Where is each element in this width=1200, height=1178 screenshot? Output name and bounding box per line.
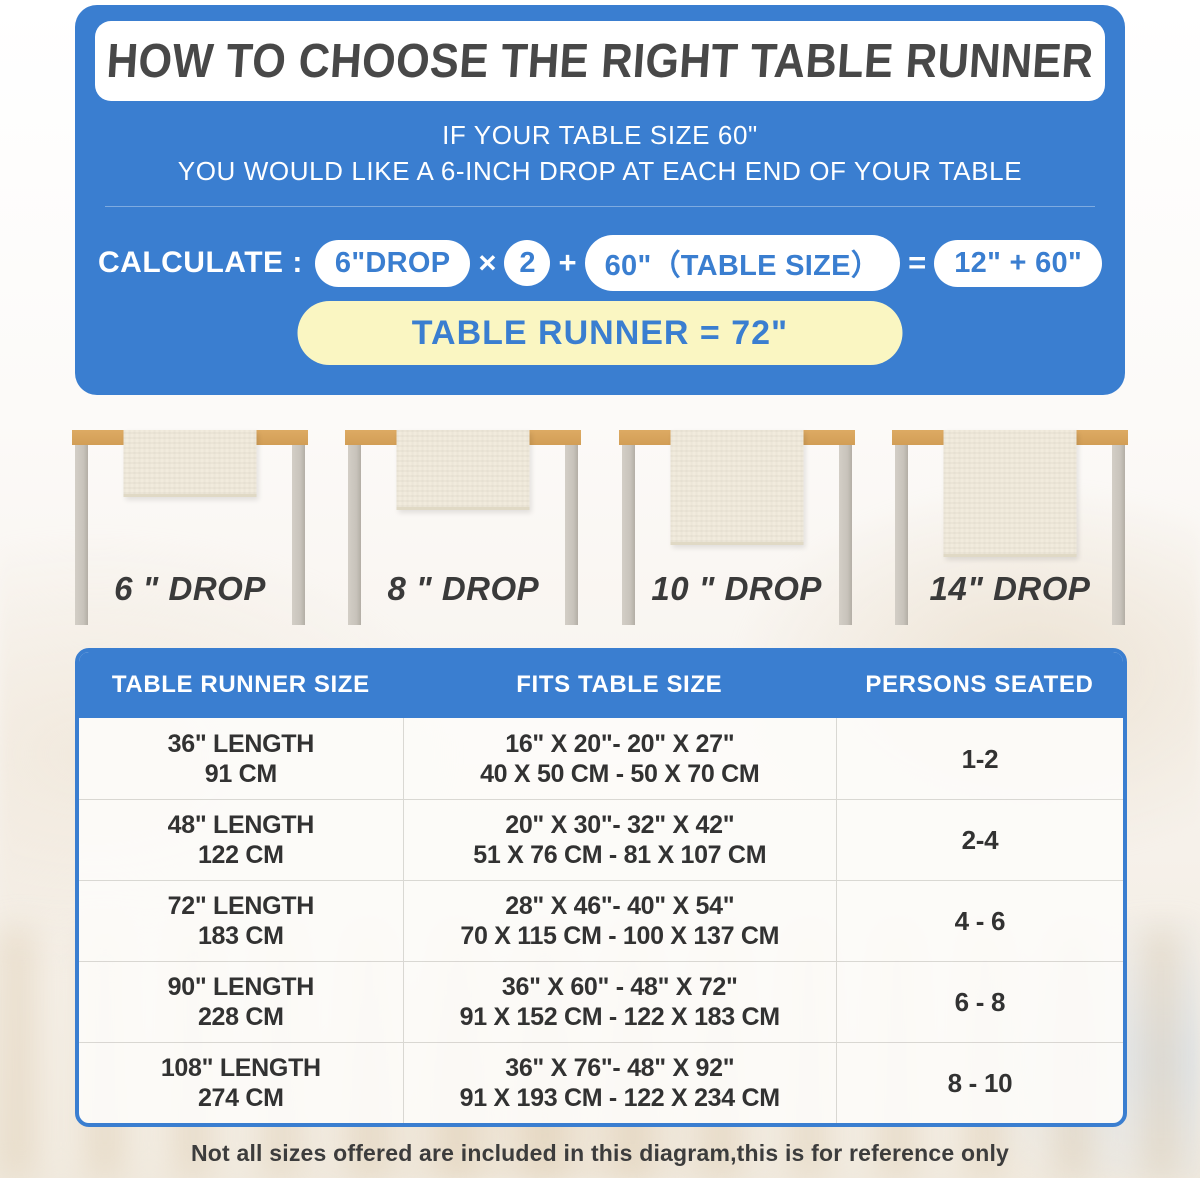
runner-cloth bbox=[123, 430, 257, 497]
table-size-pill: 60"（TABLE SIZE） bbox=[584, 235, 901, 291]
table-leg-right bbox=[838, 445, 852, 625]
table-leg-right bbox=[1111, 445, 1125, 625]
runner-cloth bbox=[943, 430, 1077, 557]
table-figure-14in: 14" DROP bbox=[891, 430, 1128, 630]
fits-size-cm: 70 X 115 CM - 100 X 137 CM bbox=[460, 922, 780, 950]
drop-label: 10 " DROP bbox=[651, 570, 822, 607]
calculation-row: CALCULATE : 6"DROP × 2 + 60"（TABLE SIZE）… bbox=[75, 235, 1125, 291]
persons-cell: 4 - 6 bbox=[835, 881, 1123, 961]
table-leg-left bbox=[621, 445, 635, 625]
table-figure-8in: 8 " DROP bbox=[345, 430, 582, 630]
runner-size-inches: 108" LENGTH bbox=[160, 1054, 321, 1082]
runner-size-cell: 72" LENGTH 183 CM bbox=[79, 881, 403, 961]
table-leg-right bbox=[565, 445, 579, 625]
fits-size-inches: 28" X 46"- 40" X 54" bbox=[505, 892, 735, 920]
runner-size-cell: 48" LENGTH 122 CM bbox=[79, 800, 403, 880]
drop-pill: 6"DROP bbox=[314, 239, 471, 287]
calculate-label: CALCULATE : bbox=[97, 246, 303, 279]
page-title: HOW TO CHOOSE THE RIGHT TABLE RUNNER bbox=[105, 34, 1095, 88]
runner-size-cell: 90" LENGTH 228 CM bbox=[79, 962, 403, 1042]
multiplier-badge: 2 bbox=[504, 240, 551, 286]
fits-size-cm: 91 X 193 CM - 122 X 234 CM bbox=[459, 1084, 780, 1112]
header-divider bbox=[105, 206, 1095, 207]
result-pill: TABLE RUNNER = 72" bbox=[297, 301, 903, 365]
header-persons-seated: PERSONS SEATED bbox=[865, 671, 1094, 698]
fits-size-inches: 36" X 76"- 48" X 92" bbox=[505, 1054, 735, 1082]
table-figure-10in: 10 " DROP bbox=[618, 430, 855, 630]
table-row: 72" LENGTH 183 CM 28" X 46"- 40" X 54" 7… bbox=[79, 880, 1123, 961]
drop-label: 8 " DROP bbox=[387, 570, 540, 607]
fits-size-cell: 28" X 46"- 40" X 54" 70 X 115 CM - 100 X… bbox=[402, 881, 836, 961]
fits-size-cell: 20" X 30"- 32" X 42" 51 X 76 CM - 81 X 1… bbox=[402, 800, 836, 880]
runner-size-cell: 108" LENGTH 274 CM bbox=[79, 1043, 403, 1123]
runner-size-inches: 90" LENGTH bbox=[167, 973, 315, 1001]
header-runner-size: TABLE RUNNER SIZE bbox=[111, 671, 370, 698]
runner-size-cm: 274 CM bbox=[197, 1084, 284, 1112]
header-fits-table-size: FITS TABLE SIZE bbox=[516, 671, 723, 698]
runner-size-cm: 122 CM bbox=[197, 841, 284, 869]
subtitle-line-2: YOU WOULD LIKE A 6-INCH DROP AT EACH END… bbox=[177, 156, 1023, 186]
runner-size-cm: 183 CM bbox=[197, 922, 284, 950]
runner-cloth bbox=[670, 430, 804, 545]
subtitle-line-1: IF YOUR TABLE SIZE 60" bbox=[442, 120, 758, 150]
runner-size-inches: 36" LENGTH bbox=[167, 729, 315, 758]
fits-size-cell: 16" X 20"- 20" X 27" 40 X 50 CM - 50 X 7… bbox=[402, 718, 836, 799]
size-table: TABLE RUNNER SIZE FITS TABLE SIZE PERSON… bbox=[75, 648, 1127, 1127]
times-operator: × bbox=[478, 245, 497, 280]
persons-cell: 8 - 10 bbox=[835, 1043, 1123, 1123]
fits-size-cell: 36" X 60" - 48" X 72" 91 X 152 CM - 122 … bbox=[402, 962, 836, 1042]
fits-size-inches: 16" X 20"- 20" X 27" bbox=[505, 729, 735, 758]
disclaimer-note: Not all sizes offered are included in th… bbox=[190, 1140, 1010, 1166]
table-row: 36" LENGTH 91 CM 16" X 20"- 20" X 27" 40… bbox=[79, 718, 1123, 799]
runner-size-cm: 91 CM bbox=[204, 759, 277, 788]
runner-size-inches: 48" LENGTH bbox=[167, 811, 315, 839]
title-banner: HOW TO CHOOSE THE RIGHT TABLE RUNNER bbox=[95, 21, 1105, 101]
drop-label: 14" DROP bbox=[929, 570, 1091, 607]
persons-cell: 2-4 bbox=[835, 800, 1123, 880]
runner-size-cm: 228 CM bbox=[197, 1003, 284, 1031]
fits-size-cm: 40 X 50 CM - 50 X 70 CM bbox=[480, 759, 760, 788]
fits-size-cell: 36" X 76"- 48" X 92" 91 X 193 CM - 122 X… bbox=[402, 1043, 836, 1123]
fits-size-inches: 36" X 60" - 48" X 72" bbox=[501, 973, 738, 1001]
runner-size-cell: 36" LENGTH 91 CM bbox=[79, 718, 403, 799]
table-row: 108" LENGTH 274 CM 36" X 76"- 48" X 92" … bbox=[79, 1042, 1123, 1123]
equals-operator: = bbox=[908, 245, 927, 280]
table-leg-left bbox=[348, 445, 362, 625]
runner-size-inches: 72" LENGTH bbox=[167, 892, 315, 920]
runner-cloth bbox=[396, 430, 530, 510]
size-table-header: TABLE RUNNER SIZE FITS TABLE SIZE PERSON… bbox=[79, 652, 1123, 718]
table-leg-left bbox=[75, 445, 88, 625]
subtitle: IF YOUR TABLE SIZE 60" YOU WOULD LIKE A … bbox=[75, 117, 1125, 189]
fits-size-inches: 20" X 30"- 32" X 42" bbox=[505, 811, 735, 839]
fits-size-cm: 91 X 152 CM - 122 X 183 CM bbox=[459, 1003, 780, 1031]
table-figure-6in: 6 " DROP bbox=[72, 430, 308, 630]
plus-operator: + bbox=[558, 245, 577, 280]
drop-illustrations: 6 " DROP 8 " DROP 10 " DROP 14" DROP bbox=[72, 430, 1128, 630]
sum-pill: 12" + 60" bbox=[934, 239, 1102, 287]
fits-size-cm: 51 X 76 CM - 81 X 107 CM bbox=[473, 841, 767, 869]
persons-cell: 1-2 bbox=[835, 718, 1123, 799]
header-panel: HOW TO CHOOSE THE RIGHT TABLE RUNNER IF … bbox=[75, 5, 1125, 395]
table-leg-right bbox=[292, 445, 305, 625]
persons-cell: 6 - 8 bbox=[835, 962, 1123, 1042]
table-row: 90" LENGTH 228 CM 36" X 60" - 48" X 72" … bbox=[79, 961, 1123, 1042]
table-row: 48" LENGTH 122 CM 20" X 30"- 32" X 42" 5… bbox=[79, 799, 1123, 880]
table-leg-left bbox=[894, 445, 908, 625]
drop-label: 6 " DROP bbox=[114, 570, 266, 607]
